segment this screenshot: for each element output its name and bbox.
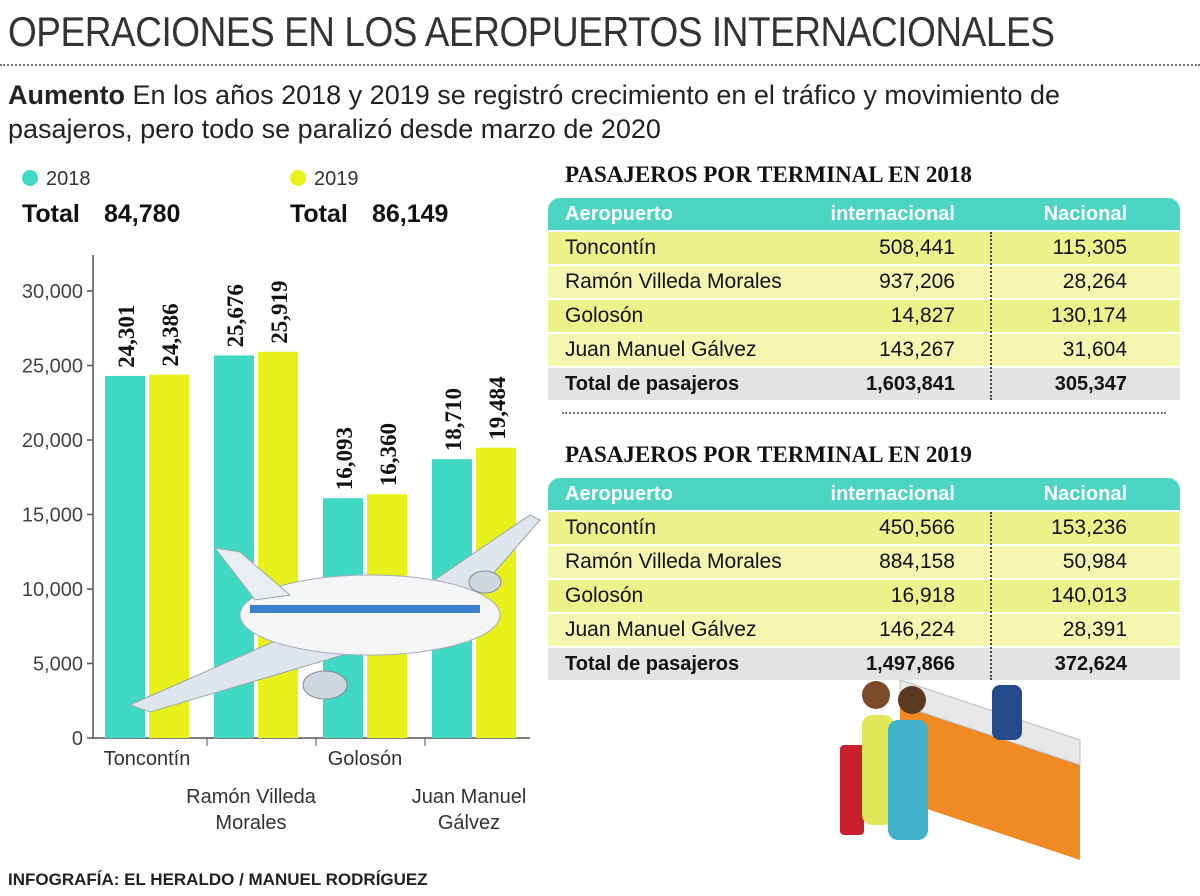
table-cell: 153,236: [1051, 516, 1127, 539]
column-divider: [990, 512, 992, 680]
column-header: internacional: [830, 483, 955, 505]
x-tick-label: Toncontín: [103, 748, 191, 770]
table-row: [548, 546, 1180, 578]
y-tick-label: 5,000: [33, 654, 83, 676]
table-cell: 115,305: [1052, 236, 1127, 259]
table-row: [548, 334, 1180, 366]
table-cell: Ramón Villeda Morales: [565, 270, 782, 293]
table-cell: 28,264: [1062, 270, 1127, 293]
divider: [562, 412, 1166, 414]
column-header: Aeropuerto: [565, 203, 673, 225]
column-header: Aeropuerto: [565, 483, 673, 505]
table-cell: Toncontín: [565, 516, 657, 539]
value-label: 18,710: [441, 388, 466, 451]
airplane: [128, 514, 541, 713]
bar: [105, 375, 145, 738]
table-row: [548, 580, 1180, 612]
bar: [258, 351, 298, 738]
table-title: PASAJEROS POR TERMINAL EN 2019: [565, 442, 972, 467]
y-tick-label: 20,000: [22, 430, 83, 452]
total-cell: 372,624: [1054, 653, 1127, 675]
column-header: internacional: [830, 203, 955, 225]
value-label: 16,093: [332, 427, 357, 490]
y-tick-label: 30,000: [22, 281, 83, 303]
table-row: [548, 232, 1180, 264]
table-cell: 50,984: [1062, 550, 1127, 573]
table-header: [548, 478, 1180, 510]
value-label: 24,386: [158, 303, 183, 366]
table-header: [548, 198, 1180, 230]
subtitle-text: En los años 2018 y 2019 se registró crec…: [8, 80, 1060, 144]
y-tick-label: 0: [72, 728, 83, 750]
subtitle-lead: Aumento: [8, 80, 125, 110]
table-cell: 14,827: [890, 304, 955, 327]
value-label: 16,360: [376, 423, 401, 486]
table-cell: 31,604: [1062, 338, 1127, 361]
table-cell: Toncontín: [565, 236, 657, 259]
table-cell: 28,391: [1062, 618, 1127, 641]
table-cell: 140,013: [1051, 584, 1127, 607]
total-cell: Total de pasajeros: [565, 653, 740, 675]
table-row: [548, 266, 1180, 298]
table-cell: Juan Manuel Gálvez: [565, 618, 757, 641]
total-row: [548, 368, 1180, 400]
total-value: 86,149: [372, 200, 448, 228]
table-title: PASAJEROS POR TERMINAL EN 2018: [565, 162, 972, 187]
table-row: [548, 512, 1180, 544]
table-cell: Golosón: [565, 584, 644, 607]
credit: INFOGRAFÍA: EL HERALDO / MANUEL RODRÍGUE…: [8, 870, 428, 889]
total-value: 84,780: [104, 200, 180, 228]
y-tick-label: 10,000: [22, 579, 83, 601]
table-cell: 16,918: [890, 584, 955, 607]
value-label: 19,484: [485, 376, 510, 440]
people-illustration: [840, 653, 1081, 860]
total-cell: 1,497,866: [866, 653, 955, 675]
legend-swatch: [22, 170, 38, 186]
table-cell: 450,566: [879, 516, 955, 539]
total-row: [548, 648, 1180, 680]
value-label: 25,919: [267, 281, 292, 344]
total-cell: 1,603,841: [866, 373, 955, 395]
divider: [0, 64, 1200, 66]
table-cell: 884,158: [879, 550, 955, 573]
column-header: Nacional: [1043, 483, 1127, 505]
legend-label: 2019: [314, 168, 359, 190]
total-text: Total: [290, 200, 348, 228]
table-cell: 508,441: [879, 236, 955, 259]
legend-swatch: [290, 170, 306, 186]
total-cell: Total de pasajeros: [565, 373, 740, 395]
x-tick-label: Golosón: [327, 748, 403, 770]
column-divider: [990, 232, 992, 400]
total-cell: 305,347: [1054, 373, 1127, 395]
bar: [149, 374, 189, 738]
value-label: 25,676: [223, 284, 248, 347]
table-cell: Juan Manuel Gálvez: [565, 338, 757, 361]
title: OPERACIONES EN LOS AEROPUERTOS INTERNACI…: [8, 8, 1055, 55]
subtitle: Aumento En los años 2018 y 2019 se regis…: [8, 78, 1178, 146]
table-cell: 146,224: [879, 618, 955, 641]
table-row: [548, 300, 1180, 332]
total-text: Total: [22, 200, 80, 228]
value-label: 24,301: [114, 305, 139, 368]
table-cell: Ramón Villeda Morales: [565, 550, 782, 573]
x-tick-label: Juan Manuel Gálvez: [411, 786, 527, 834]
y-tick-label: 15,000: [22, 505, 83, 527]
column-header: Nacional: [1043, 203, 1127, 225]
legend-label: 2018: [46, 168, 91, 190]
table-cell: 130,174: [1051, 304, 1127, 327]
table-cell: 143,267: [879, 338, 955, 361]
table-cell: Golosón: [565, 304, 644, 327]
table-cell: 937,206: [879, 270, 955, 293]
y-tick-label: 25,000: [22, 356, 83, 378]
x-tick-label: Ramón Villeda Morales: [186, 786, 316, 834]
table-row: [548, 614, 1180, 646]
